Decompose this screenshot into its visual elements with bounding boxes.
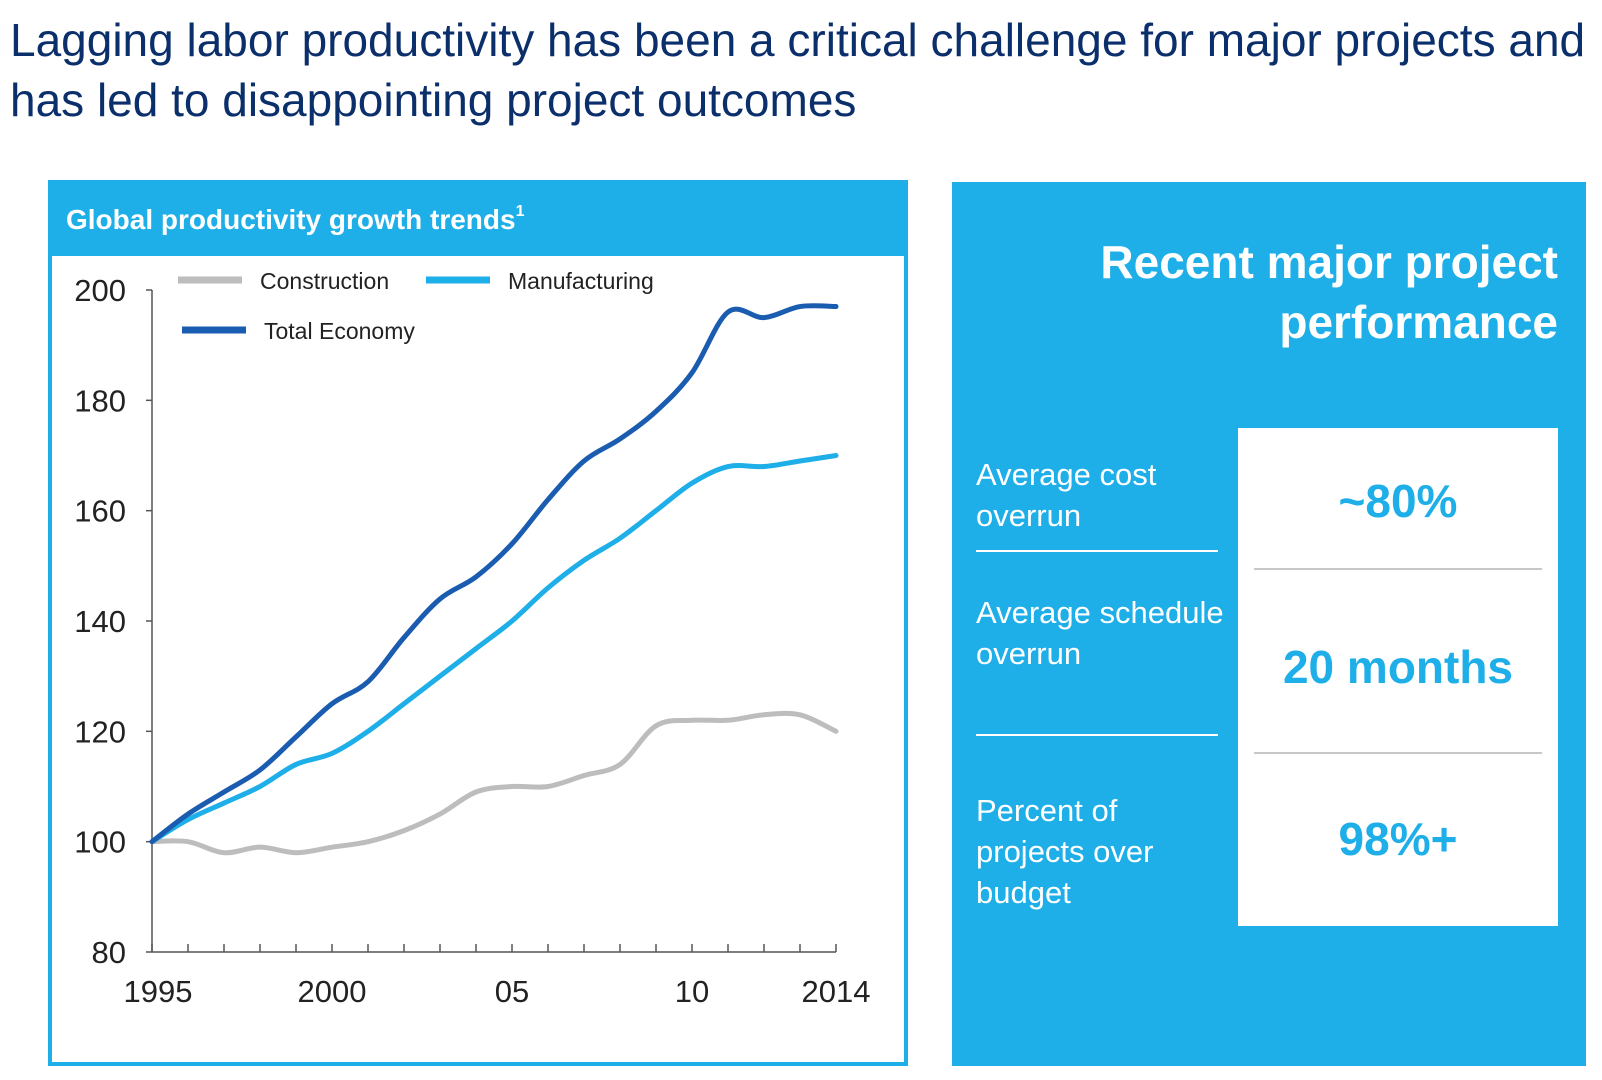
y-tick-label: 200 (74, 273, 126, 308)
page-title: Lagging labor productivity has been a cr… (10, 14, 1586, 126)
metric-value-schedule-overrun: 20 months (1282, 641, 1514, 693)
metric-value-over-budget: 98%+ (1338, 813, 1458, 865)
y-tick-label: 80 (92, 935, 126, 970)
x-tick-label: 2014 (802, 974, 871, 1009)
legend-label-manufacturing: Manufacturing (508, 268, 654, 294)
chart-title-footnote: 1 (515, 203, 525, 220)
x-tick-label: 2000 (298, 974, 367, 1009)
divider (976, 734, 1218, 736)
legend-label-total-economy: Total Economy (264, 318, 415, 344)
y-tick-label: 140 (74, 604, 126, 639)
y-tick-label: 100 (74, 825, 126, 860)
metric-label-cost-overrun: Average cost overrun (976, 457, 1157, 533)
performance-panel: Recent major project performance Average… (952, 182, 1586, 1066)
metric-label-over-budget: Percent of projects over budget (976, 793, 1154, 910)
x-tick-label: 05 (495, 974, 529, 1009)
x-tick-label: 1995 (124, 974, 193, 1009)
y-tick-label: 160 (74, 494, 126, 529)
chart-title: Global productivity growth trends (66, 204, 516, 235)
divider (976, 550, 1218, 552)
divider (1254, 752, 1542, 754)
productivity-line-chart: 80 100 120 140 160 180 200 1995 2000 05 10 2014 Cons… (74, 268, 871, 1009)
legend-label-construction: Construction (260, 268, 389, 294)
series-line-total-economy (149, 303, 839, 845)
series-line-manufacturing (149, 453, 839, 845)
y-tick-label: 180 (74, 383, 126, 418)
metric-values-box: ~80% 20 months 98%+ (1238, 428, 1558, 926)
x-tick-label: 10 (675, 974, 709, 1009)
series-line-construction (149, 710, 839, 856)
divider (1254, 568, 1542, 570)
y-tick-label: 120 (74, 714, 126, 749)
metric-value-cost-overrun: ~80% (1338, 475, 1458, 527)
chart-header: Global productivity growth trends1 (52, 184, 904, 256)
metric-label-schedule-overrun: Average schedule overrun (976, 595, 1224, 671)
performance-title: Recent major project performance (1100, 236, 1558, 348)
